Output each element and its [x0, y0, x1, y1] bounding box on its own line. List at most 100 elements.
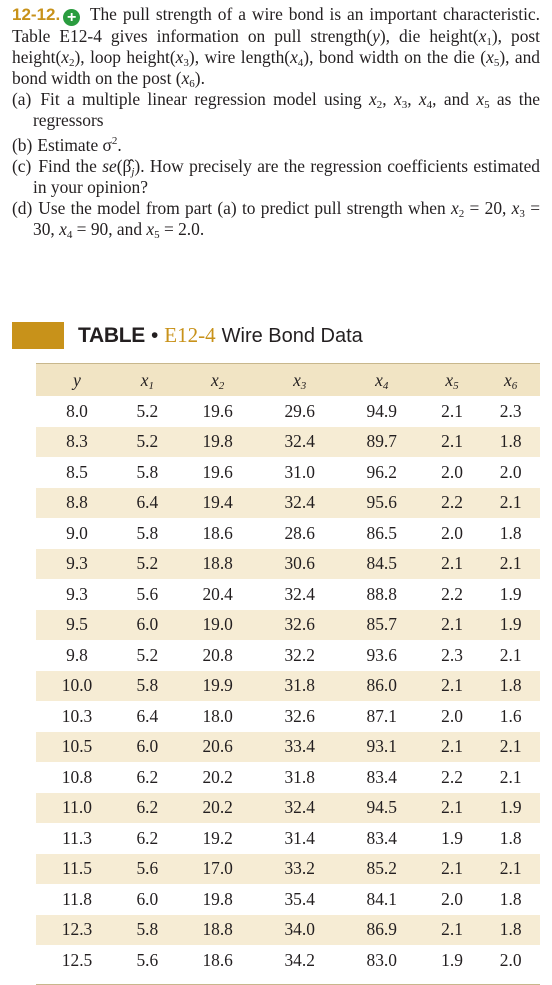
table-cell: 2.1	[422, 853, 482, 884]
table-cell: 19.2	[202, 827, 233, 848]
wire-bond-table: y x1 x2 x3 x4 x5 x6 8.0 5.2 19.6 29.6 94.9 2.…	[36, 364, 540, 976]
table-cell: 9.3	[36, 548, 119, 579]
wire-bond-table-wrap: y x1 x2 x3 x4 x5 x6 8.0 5.2 19.6 29.6 94.9 2.…	[36, 364, 540, 976]
table-cell: 34.2	[284, 949, 315, 970]
table-cell: 5.8	[136, 461, 159, 482]
table-cell: 18.0	[202, 705, 233, 726]
table-cell: 83.4	[366, 827, 397, 848]
table-cell: 2.0	[499, 461, 522, 482]
table-row: 11.0 6.2 20.2 32.4 94.5 2.1 1.9	[36, 792, 540, 823]
table-cell: 1.9	[481, 609, 540, 640]
table-cell: 2.1	[422, 670, 482, 701]
header-y: y	[36, 364, 119, 396]
header-x6: x6	[481, 364, 540, 396]
table-cell: 5.6	[136, 583, 159, 604]
table-cell: 2.1	[481, 731, 540, 762]
table-cell: 6.4	[118, 487, 177, 518]
table-cell: 17.0	[176, 853, 259, 884]
table-cell: 11.0	[36, 792, 119, 823]
table-cell: 86.5	[366, 522, 397, 543]
table-cell: 8.5	[66, 461, 88, 482]
table-cell: 84.1	[366, 888, 397, 909]
table-cell: 9.0	[66, 522, 88, 543]
table-cell: 6.2	[118, 792, 177, 823]
table-cell: 9.8	[66, 644, 88, 665]
table-cell: 8.0	[66, 400, 88, 421]
table-cell: 11.5	[36, 853, 119, 884]
table-word: TABLE	[78, 324, 145, 347]
table-cell: 11.8	[62, 888, 92, 909]
table-row: 9.3 5.2 18.8 30.6 84.5 2.1 2.1	[36, 548, 540, 579]
table-cell: 32.4	[284, 583, 315, 604]
table-cell: 93.1	[340, 731, 423, 762]
table-caption: Wire Bond Data	[221, 325, 363, 347]
table-body: 8.0 5.2 19.6 29.6 94.9 2.1 2.3 8.3 5.2 19.8 32.4 89…	[36, 396, 540, 976]
table-cell: 6.0	[118, 731, 177, 762]
table-cell: 2.1	[499, 766, 522, 787]
header-x5: x5	[422, 364, 482, 396]
table-cell: 2.1	[441, 400, 463, 421]
table-cell: 2.2	[422, 487, 482, 518]
table-cell: 6.2	[136, 827, 159, 848]
table-row: 10.3 6.4 18.0 32.6 87.1 2.0 1.6	[36, 701, 540, 732]
table-row: 8.8 6.4 19.4 32.4 95.6 2.2 2.1	[36, 487, 540, 518]
intro-text: The pull strength of a wire bond is an i…	[12, 4, 540, 46]
table-cell: 2.2	[441, 766, 463, 787]
table-cell: 20.2	[202, 766, 233, 787]
table-cell: 32.6	[258, 609, 341, 640]
table-number: E12-4	[164, 323, 216, 347]
table-cell: 20.2	[176, 792, 259, 823]
table-cell: 89.7	[340, 426, 423, 457]
table-cell: 2.1	[422, 914, 482, 945]
table-row: 11.3 6.2 19.2 31.4 83.4 1.9 1.8	[36, 823, 540, 854]
table-cell: 10.8	[61, 766, 93, 787]
table-cell: 2.0	[441, 522, 463, 543]
table-row: 8.0 5.2 19.6 29.6 94.9 2.1 2.3	[36, 396, 540, 427]
table-cell: 19.4	[176, 487, 259, 518]
table-title: TABLE • E12-4 Wire Bond Data	[78, 322, 363, 349]
plus-circle-icon[interactable]: +	[63, 9, 81, 26]
table-row: 12.5 5.6 18.6 34.2 83.0 1.9 2.0	[36, 945, 540, 976]
table-cell: 1.9	[441, 827, 463, 848]
table-cell: 2.0	[441, 705, 463, 726]
header-x2: x2	[176, 364, 259, 396]
table-cell: 1.8	[499, 888, 522, 909]
part-a-label: (a)	[12, 89, 32, 109]
table-cell: 1.8	[499, 522, 522, 543]
table-cell: 1.9	[481, 792, 540, 823]
table-row: 12.3 5.8 18.8 34.0 86.9 2.1 1.8	[36, 914, 540, 945]
table-cell: 2.0	[441, 461, 463, 482]
table-cell: 19.8	[202, 888, 233, 909]
table-cell: 85.7	[340, 609, 423, 640]
table-cell: 32.2	[284, 644, 315, 665]
table-cell: 94.9	[366, 400, 397, 421]
table-cell: 2.1	[481, 487, 540, 518]
table-row: 9.8 5.2 20.8 32.2 93.6 2.3 2.1	[36, 640, 540, 671]
part-a: (a) Fit a multiple linear regression mod…	[12, 89, 540, 130]
part-d-label: (d)	[12, 197, 33, 218]
table-cell: 93.6	[366, 644, 397, 665]
table-cell: 32.6	[284, 705, 315, 726]
table-row: 10.0 5.8 19.9 31.8 86.0 2.1 1.8	[36, 670, 540, 701]
problem-statement: 12-12. + The pull strength of a wire bond…	[12, 4, 540, 240]
table-cell: 18.6	[202, 522, 233, 543]
table-cell: 6.2	[136, 766, 159, 787]
table-cell: 29.6	[284, 400, 315, 421]
table-cell: 96.2	[366, 461, 397, 482]
header-x4: x4	[340, 364, 423, 396]
table-cell: 2.0	[499, 949, 522, 970]
table-row: 8.5 5.8 19.6 31.0 96.2 2.0 2.0	[36, 457, 540, 488]
table-cell: 8.8	[36, 487, 119, 518]
table-cell: 1.9	[441, 949, 463, 970]
table-cell: 31.4	[284, 827, 315, 848]
table-cell: 11.3	[62, 827, 92, 848]
table-cell: 84.5	[340, 548, 423, 579]
header-x1: x1	[118, 364, 177, 396]
table-row: 10.8 6.2 20.2 31.8 83.4 2.2 2.1	[36, 762, 540, 793]
table-cell: 10.5	[36, 731, 119, 762]
table-cell: 18.8	[176, 914, 259, 945]
table-cell: 5.2	[118, 548, 177, 579]
table-cell: 2.1	[481, 548, 540, 579]
table-cell: 35.4	[284, 888, 315, 909]
table-row: 10.5 6.0 20.6 33.4 93.1 2.1 2.1	[36, 731, 540, 762]
